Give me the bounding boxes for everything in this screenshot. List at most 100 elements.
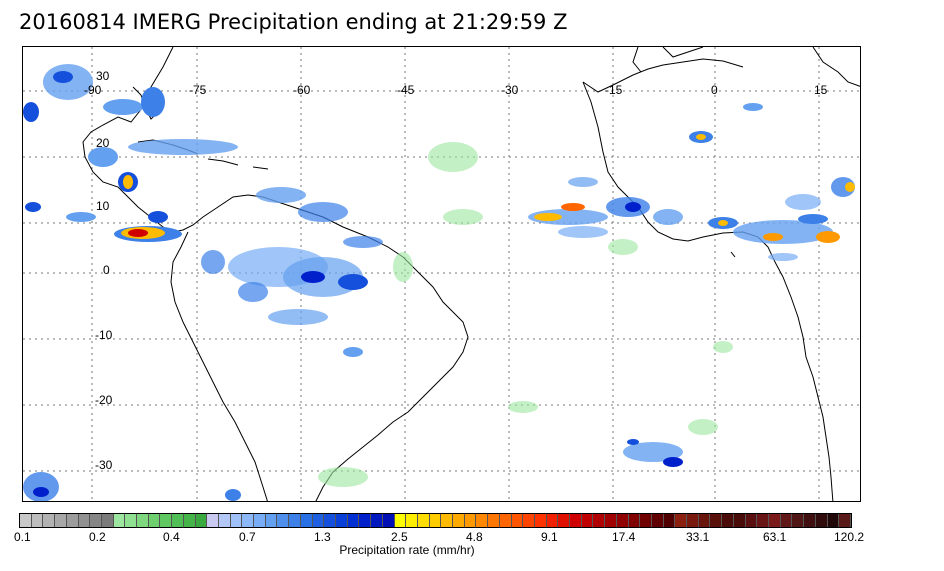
colorbar-swatch [698,514,711,527]
colorbar-swatch [394,514,407,527]
colorbar-swatch [172,514,184,527]
colorbar-swatch [312,514,325,527]
coastlines [82,47,860,501]
colorbar-label-2.5: 2.5 [391,530,408,544]
colorbar-swatch [230,514,243,527]
colorbar-swatch [90,514,102,527]
colorbar-swatch [160,514,173,527]
colorbar-swatch [757,514,769,527]
lat-label-minus10: -10 [95,328,113,342]
colorbar-swatch [382,514,395,527]
map-title: 20160814 IMERG Precipitation ending at 2… [19,10,568,34]
colorbar-label-1.3: 1.3 [314,530,331,544]
colorbar-swatch [137,514,149,527]
colorbar-label-4.8: 4.8 [466,530,483,544]
colorbar-swatch [499,514,512,527]
colorbar-swatch [207,514,219,527]
colorbar-swatch [66,514,79,527]
colorbar-swatch [628,514,641,527]
colorbar-swatch [511,514,524,527]
colorbar-swatch [113,514,126,527]
colorbar-swatch [546,514,559,527]
colorbar-swatch [780,514,793,527]
colorbar-swatch [195,514,208,527]
colorbar-label-0.2: 0.2 [89,530,106,544]
colorbar-swatch [663,514,676,527]
colorbar-swatch [148,514,161,527]
colorbar-swatch [417,514,430,527]
lat-label-0: 0 [103,263,110,277]
colorbar-swatch [324,514,336,527]
colorbar-swatch [242,514,255,527]
colorbar-label-33.1: 33.1 [686,530,710,544]
precipitation-colorbar [19,513,852,528]
colorbar-swatch [183,514,196,527]
lat-label-30: 30 [96,69,110,83]
lat-label-minus20: -20 [95,393,113,407]
colorbar-swatch [839,514,851,527]
colorbar-swatch [218,514,231,527]
precipitation-map: -90 -75 -60 -45 -30 -15 0 15 30 20 10 0 … [22,46,861,502]
lat-label-minus30: -30 [95,458,113,472]
colorbar-swatch [687,514,699,527]
colorbar-label-0.4: 0.4 [163,530,180,544]
lon-label-minus90: -90 [84,83,102,97]
colorbar-swatch [20,514,32,527]
lat-label-20: 20 [96,136,110,150]
colorbar-label-63.1: 63.1 [763,530,787,544]
lon-label-minus30: -30 [501,83,519,97]
colorbar-swatch [640,514,652,527]
colorbar-swatch [769,514,781,527]
precipitation-field [23,64,855,501]
colorbar-swatch [476,514,489,527]
lat-label-10: 10 [96,199,110,213]
colorbar-swatch [441,514,454,527]
colorbar-swatch [792,514,805,527]
colorbar-label-120.2: 120.2 [834,530,865,544]
colorbar-swatch [815,514,828,527]
colorbar-swatch [558,514,571,527]
lon-label-minus60: -60 [293,83,311,97]
colorbar-label-17.4: 17.4 [612,530,636,544]
colorbar-swatch [335,514,348,527]
colorbar-swatch [101,514,114,527]
colorbar-swatch [347,514,360,527]
lon-label-15: 15 [814,83,828,97]
colorbar-swatch [804,514,816,527]
colorbar-swatch [265,514,278,527]
lon-label-0: 0 [711,83,718,97]
colorbar-swatch [359,514,372,527]
colorbar-swatch [55,514,67,527]
colorbar-swatch [675,514,688,527]
colorbar-swatch [125,514,138,527]
colorbar-swatch [710,514,723,527]
colorbar-swatch [605,514,617,527]
colorbar-swatch [453,514,465,527]
colorbar-swatch [78,514,91,527]
colorbar-swatch [31,514,44,527]
lon-label-minus45: -45 [397,83,415,97]
lon-label-minus75: -75 [189,83,207,97]
lon-label-minus15: -15 [605,83,623,97]
colorbar-label-0.1: 0.1 [14,530,31,544]
colorbar-swatch [534,514,547,527]
colorbar-swatch [43,514,56,527]
colorbar-swatch [616,514,629,527]
colorbar-swatch [254,514,266,527]
colorbar-swatch [827,514,840,527]
colorbar-label-0.7: 0.7 [239,530,256,544]
colorbar-swatch [371,514,383,527]
colorbar-swatch [581,514,594,527]
colorbar-title: Precipitation rate (mm/hr) [339,543,475,557]
colorbar-swatch [593,514,606,527]
colorbar-swatch [488,514,500,527]
colorbar-swatch [733,514,746,527]
colorbar-swatch [464,514,477,527]
colorbar-swatch [406,514,418,527]
colorbar-swatch [722,514,734,527]
colorbar-label-9.1: 9.1 [541,530,558,544]
colorbar-swatch [523,514,535,527]
colorbar-swatch [651,514,664,527]
colorbar-swatch [745,514,758,527]
colorbar-swatch [277,514,290,527]
